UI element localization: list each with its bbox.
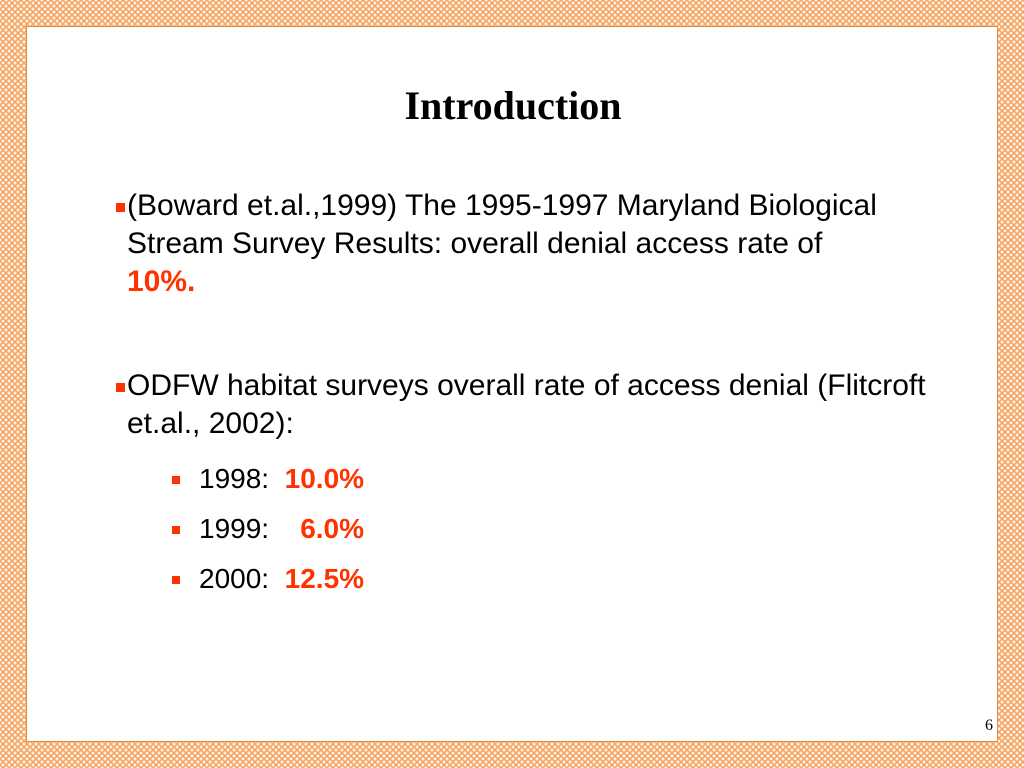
page-number: 6 — [985, 717, 993, 734]
bullet-text: (Boward et.al.,1999) The 1995-1997 Maryl… — [127, 189, 877, 260]
subitem-value: 12.5% — [284, 563, 365, 594]
subitem-gap — [269, 513, 300, 544]
bullet-highlight: 10%. — [127, 265, 196, 298]
subitem-1999: 1999: 6.0% — [172, 511, 365, 547]
subitem-2000: 2000: 12.5% — [172, 561, 365, 597]
subitem-value: 10.0% — [284, 463, 365, 494]
bullet-odfw: ODFW habitat surveys overall rate of acc… — [116, 367, 947, 443]
subitem-gap — [269, 563, 285, 594]
square-bullet-icon — [116, 383, 125, 392]
subitem-1998: 1998: 10.0% — [172, 461, 365, 497]
slide-title: Introduction — [404, 83, 622, 128]
bullet-boward: (Boward et.al.,1999) The 1995-1997 Maryl… — [116, 187, 887, 301]
subitem-year: 1999: — [199, 513, 270, 544]
square-bullet-icon — [172, 526, 180, 534]
square-bullet-icon — [116, 203, 125, 212]
subitem-gap — [269, 463, 285, 494]
slide: Introduction (Boward et.al.,1999) The 19… — [26, 26, 998, 742]
square-bullet-icon — [172, 576, 180, 584]
square-bullet-icon — [172, 476, 180, 484]
subitem-year: 2000: — [199, 563, 270, 594]
subitem-year: 1998: — [199, 463, 270, 494]
bullet-text: ODFW habitat surveys overall rate of acc… — [127, 369, 926, 440]
subitem-value: 6.0% — [300, 513, 365, 544]
